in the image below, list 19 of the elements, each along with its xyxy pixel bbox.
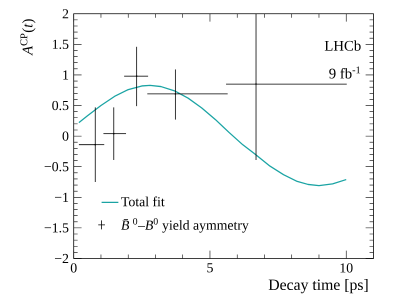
y-tick-label: 2 [62,9,68,18]
y-tick-label: 1 [63,70,68,80]
x-axis-title: Decay time [ps] [268,279,368,294]
y-tick-label: 0.5 [52,100,68,110]
x-tick-label: 5 [207,263,213,273]
x-tick-label: 0 [70,263,77,273]
legend-label: B̄$^{0}$–B$^{0}$ yield aymmetry [121,218,249,233]
y-tick-label: −2 [54,254,68,264]
annotation: 9 fb$^{-1}$ [329,66,360,79]
y-tick-label: −1.5 [44,223,68,233]
line-series [78,84,347,186]
y-tick-label: 1.5 [52,40,68,50]
y-tick-label: 0 [62,132,68,141]
x-tick-label: 10 [340,263,353,273]
annotation: LHCb [324,40,361,51]
y-tick-label: −0.5 [44,162,68,172]
legend-label: Total fit [121,196,165,206]
y-axis-title: A$^{CP}$(t) [20,19,36,56]
y-tick-label: −1 [54,192,68,202]
